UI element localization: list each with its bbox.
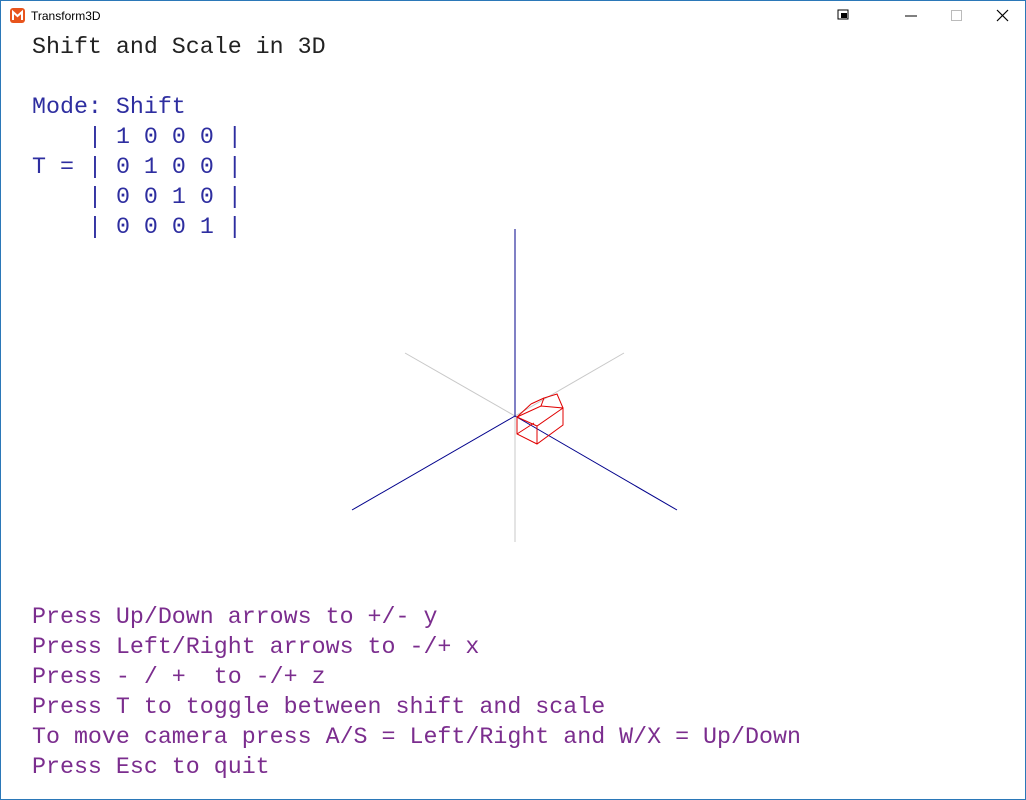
instruction-line: To move camera press A/S = Left/Right an…	[32, 724, 801, 750]
instruction-line: Press T to toggle between shift and scal…	[32, 694, 605, 720]
negative-axes	[404, 352, 625, 542]
instruction-line: Press Up/Down arrows to +/- y	[32, 604, 437, 630]
matrix-row: | 0 0 1 0 |	[88, 184, 242, 210]
app-icon-glyph	[12, 9, 23, 20]
maximize-button[interactable]	[951, 10, 962, 21]
positive-axes	[351, 229, 678, 511]
matrix-row: | 1 0 0 0 |	[88, 124, 242, 150]
close-button[interactable]	[996, 9, 1009, 22]
snap-button[interactable]	[837, 9, 849, 20]
matrix-row: | 0 0 0 1 |	[88, 214, 242, 240]
matrix-label: T =	[32, 154, 74, 180]
instruction-line: Press Esc to quit	[32, 754, 270, 780]
title-bar: Transform3D	[1, 1, 1025, 31]
instruction-line: Press Left/Right arrows to -/+ x	[32, 634, 479, 660]
instructions: Press Up/Down arrows to +/- y Press Left/…	[32, 604, 801, 780]
title-bar-graphics	[10, 8, 1009, 23]
window-title: Transform3D	[31, 9, 101, 23]
matrix-row: | 0 1 0 0 |	[88, 154, 242, 180]
matrix: | 1 0 0 0 | | 0 1 0 0 | | 0 0 1 0 | | 0 0 0…	[88, 124, 242, 240]
instruction-line: Press - / + to -/+ z	[32, 664, 326, 690]
heading: Shift and Scale in 3D	[32, 34, 326, 60]
cube-wireframe	[516, 393, 564, 445]
mode-label: Mode: Shift	[32, 94, 186, 120]
